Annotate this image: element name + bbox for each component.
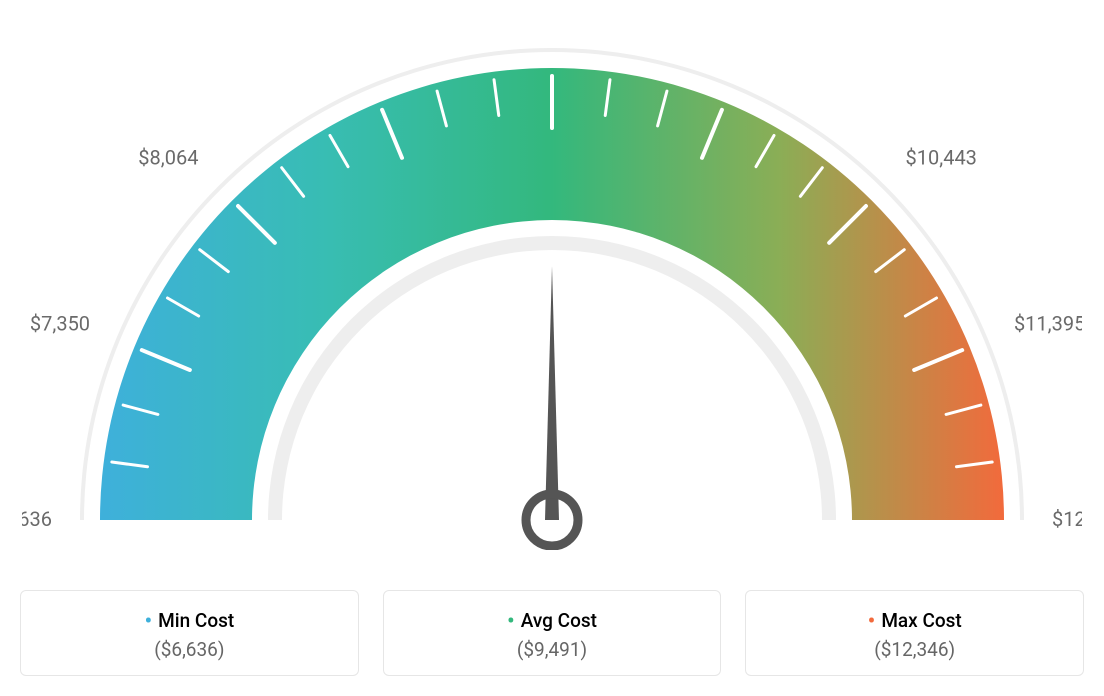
legend-row: •Min Cost ($6,636) •Avg Cost ($9,491) •M… <box>20 590 1084 676</box>
cost-gauge-chart: $6,636$7,350$8,064$9,491$10,443$11,395$1… <box>20 20 1084 676</box>
legend-label-text: Min Cost <box>158 609 234 632</box>
legend-label-text: Max Cost <box>881 609 961 632</box>
legend-card-max: •Max Cost ($12,346) <box>745 590 1084 676</box>
legend-card-avg: • Avg Cost ($9,491) <box>383 590 722 676</box>
scale-label: $7,350 <box>30 312 90 336</box>
legend-title: •Max Cost <box>756 609 1073 632</box>
legend-title: • Min Cost <box>31 609 348 632</box>
legend-label-text: Avg Cost <box>521 609 597 632</box>
legend-value: ($12,346) <box>756 638 1073 661</box>
dot-icon: • <box>507 609 515 634</box>
scale-label: $8,064 <box>138 145 198 169</box>
dot-icon: • <box>868 609 876 634</box>
scale-label: $6,636 <box>22 507 52 531</box>
legend-title: • Avg Cost <box>394 609 711 632</box>
scale-label: $10,443 <box>906 145 977 169</box>
scale-label: $11,395 <box>1014 312 1082 336</box>
legend-card-min: • Min Cost ($6,636) <box>20 590 359 676</box>
legend-value: ($9,491) <box>394 638 711 661</box>
gauge-needle <box>545 266 559 520</box>
gauge-svg: $6,636$7,350$8,064$9,491$10,443$11,395$1… <box>22 20 1082 550</box>
scale-label: $12,346 <box>1052 507 1082 531</box>
dot-icon: • <box>144 609 152 634</box>
legend-value: ($6,636) <box>31 638 348 661</box>
